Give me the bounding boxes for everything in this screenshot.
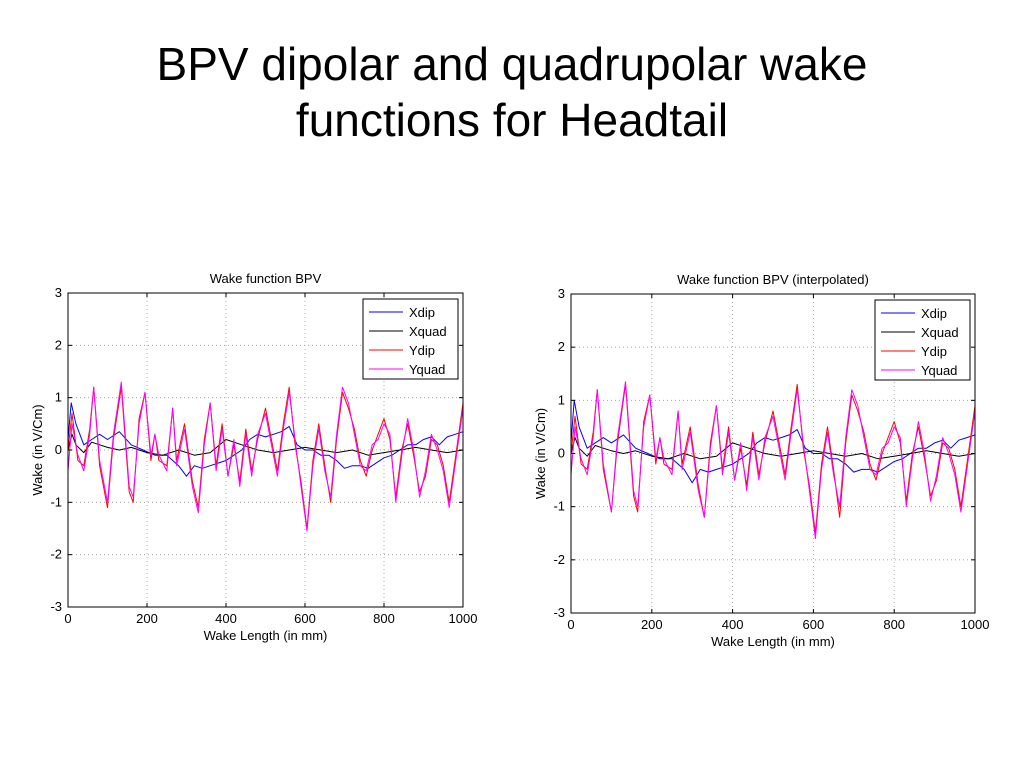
x-axis-label: Wake Length (in mm): [711, 634, 835, 649]
x-tick-label: 800: [373, 611, 395, 626]
x-tick-label: 0: [567, 617, 574, 632]
series-line-yquad: [67, 381, 464, 532]
legend: Xdip Xquad Ydip Yquad: [874, 299, 971, 381]
chart-wake-function-interpolated-svg: 0 200 400 600 800 1000 -3 -2 -1 0 1 2 3 Wake function…: [533, 272, 989, 649]
chart-wake-function: 0 200 400 600 800 1000 -3 -2 -1 0 1 2 3 Wake function…: [20, 262, 490, 652]
chart-left-plot: 0 200 400 600 800 1000 -3 -2 -1 0 1 2 3 Wake function…: [30, 271, 477, 643]
y-tick-label: 2: [558, 339, 565, 354]
legend-label-yquad: Yquad: [921, 363, 957, 378]
y-tick-label: 1: [55, 390, 62, 405]
y-tick-label: -1: [553, 499, 565, 514]
legend-label-ydip: Ydip: [409, 343, 435, 358]
y-tick-label: 0: [558, 446, 565, 461]
x-tick-label: 0: [64, 611, 71, 626]
y-tick-label: 2: [55, 337, 62, 352]
legend: Xdip Xquad Ydip Yquad: [362, 298, 459, 380]
x-tick-label: 1000: [449, 611, 478, 626]
x-tick-label: 600: [294, 611, 316, 626]
y-tick-label: -3: [553, 605, 565, 620]
series-line-yquad: [570, 381, 976, 540]
y-tick-label: -2: [553, 552, 565, 567]
legend-label-yquad: Yquad: [409, 362, 445, 377]
x-tick-label: 400: [722, 617, 744, 632]
chart-right-plot: 0 200 400 600 800 1000 -3 -2 -1 0 1 2 3 Wake function…: [533, 272, 989, 649]
y-tick-label: -3: [50, 599, 62, 614]
chart-title: Wake function BPV: [210, 271, 322, 286]
legend-label-xquad: Xquad: [921, 325, 959, 340]
y-tick-label: 3: [55, 285, 62, 300]
x-tick-label: 1000: [961, 617, 990, 632]
y-axis-label: Wake (in V/Cm): [30, 404, 45, 495]
slide-title-line-1: BPV dipolar and quadrupolar wake: [156, 38, 868, 90]
legend-label-ydip: Ydip: [921, 344, 947, 359]
y-tick-label: 0: [55, 442, 62, 457]
x-tick-label: 400: [215, 611, 237, 626]
x-tick-label: 800: [883, 617, 905, 632]
y-tick-label: -2: [50, 547, 62, 562]
x-tick-label: 200: [136, 611, 158, 626]
chart-wake-function-svg: 0 200 400 600 800 1000 -3 -2 -1 0 1 2 3 Wake function…: [30, 271, 477, 643]
slide-title: BPV dipolar and quadrupolar wake functio…: [0, 36, 1024, 148]
x-tick-label: 600: [803, 617, 825, 632]
chart-title: Wake function BPV (interpolated): [677, 272, 869, 287]
legend-label-xdip: Xdip: [409, 305, 435, 320]
legend-label-xdip: Xdip: [921, 306, 947, 321]
x-axis-label: Wake Length (in mm): [204, 628, 328, 643]
y-tick-label: -1: [50, 494, 62, 509]
legend-label-xquad: Xquad: [409, 324, 447, 339]
y-tick-label: 1: [558, 392, 565, 407]
x-tick-label: 200: [641, 617, 663, 632]
y-axis-label: Wake (in V/Cm): [533, 408, 548, 499]
chart-wake-function-interpolated: 0 200 400 600 800 1000 -3 -2 -1 0 1 2 3 Wake function…: [523, 262, 1003, 660]
slide-title-line-2: functions for Headtail: [295, 94, 729, 146]
y-tick-label: 3: [558, 286, 565, 301]
